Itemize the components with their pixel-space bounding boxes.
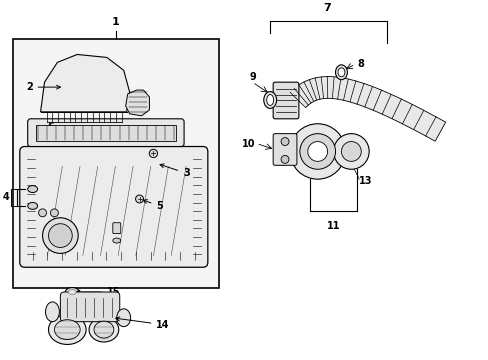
FancyBboxPatch shape (20, 147, 207, 267)
Ellipse shape (28, 186, 38, 193)
Text: 10: 10 (242, 139, 255, 149)
Text: 2: 2 (26, 82, 61, 92)
Ellipse shape (337, 68, 344, 77)
Circle shape (341, 141, 361, 161)
Circle shape (48, 224, 72, 247)
Bar (13, 39, 218, 288)
FancyBboxPatch shape (28, 119, 183, 147)
Ellipse shape (266, 95, 273, 105)
Ellipse shape (65, 288, 79, 296)
Circle shape (50, 209, 58, 217)
Text: 5: 5 (143, 200, 163, 211)
Polygon shape (41, 54, 129, 112)
Circle shape (333, 134, 368, 169)
Text: 14: 14 (116, 317, 169, 330)
Text: 7: 7 (323, 3, 331, 13)
Ellipse shape (263, 91, 276, 108)
Text: 12: 12 (309, 164, 323, 174)
Ellipse shape (45, 302, 59, 322)
Circle shape (307, 141, 327, 161)
Text: 9: 9 (248, 72, 255, 82)
Text: 13: 13 (359, 176, 372, 186)
Ellipse shape (335, 65, 346, 80)
Ellipse shape (68, 289, 76, 294)
FancyBboxPatch shape (113, 223, 121, 234)
Ellipse shape (94, 321, 114, 338)
Ellipse shape (89, 317, 119, 342)
Bar (36, 125, 176, 140)
FancyBboxPatch shape (273, 82, 298, 119)
Ellipse shape (113, 238, 121, 243)
Polygon shape (125, 90, 149, 116)
Ellipse shape (48, 315, 86, 345)
Ellipse shape (117, 309, 130, 327)
Text: 11: 11 (326, 221, 340, 231)
Circle shape (281, 138, 288, 145)
Text: 4: 4 (2, 193, 9, 202)
Circle shape (149, 149, 157, 158)
Circle shape (135, 195, 143, 203)
Ellipse shape (54, 320, 80, 339)
PathPatch shape (289, 77, 445, 141)
Circle shape (299, 134, 335, 169)
FancyBboxPatch shape (273, 134, 296, 165)
FancyBboxPatch shape (60, 292, 120, 322)
Text: 15: 15 (76, 287, 120, 297)
Ellipse shape (28, 202, 38, 210)
Circle shape (42, 218, 78, 253)
Text: 1: 1 (112, 17, 120, 27)
Text: 3: 3 (160, 164, 189, 178)
Circle shape (289, 124, 345, 179)
Text: 8: 8 (357, 59, 364, 69)
Circle shape (39, 209, 46, 217)
Text: 6: 6 (47, 122, 54, 132)
Circle shape (281, 156, 288, 163)
